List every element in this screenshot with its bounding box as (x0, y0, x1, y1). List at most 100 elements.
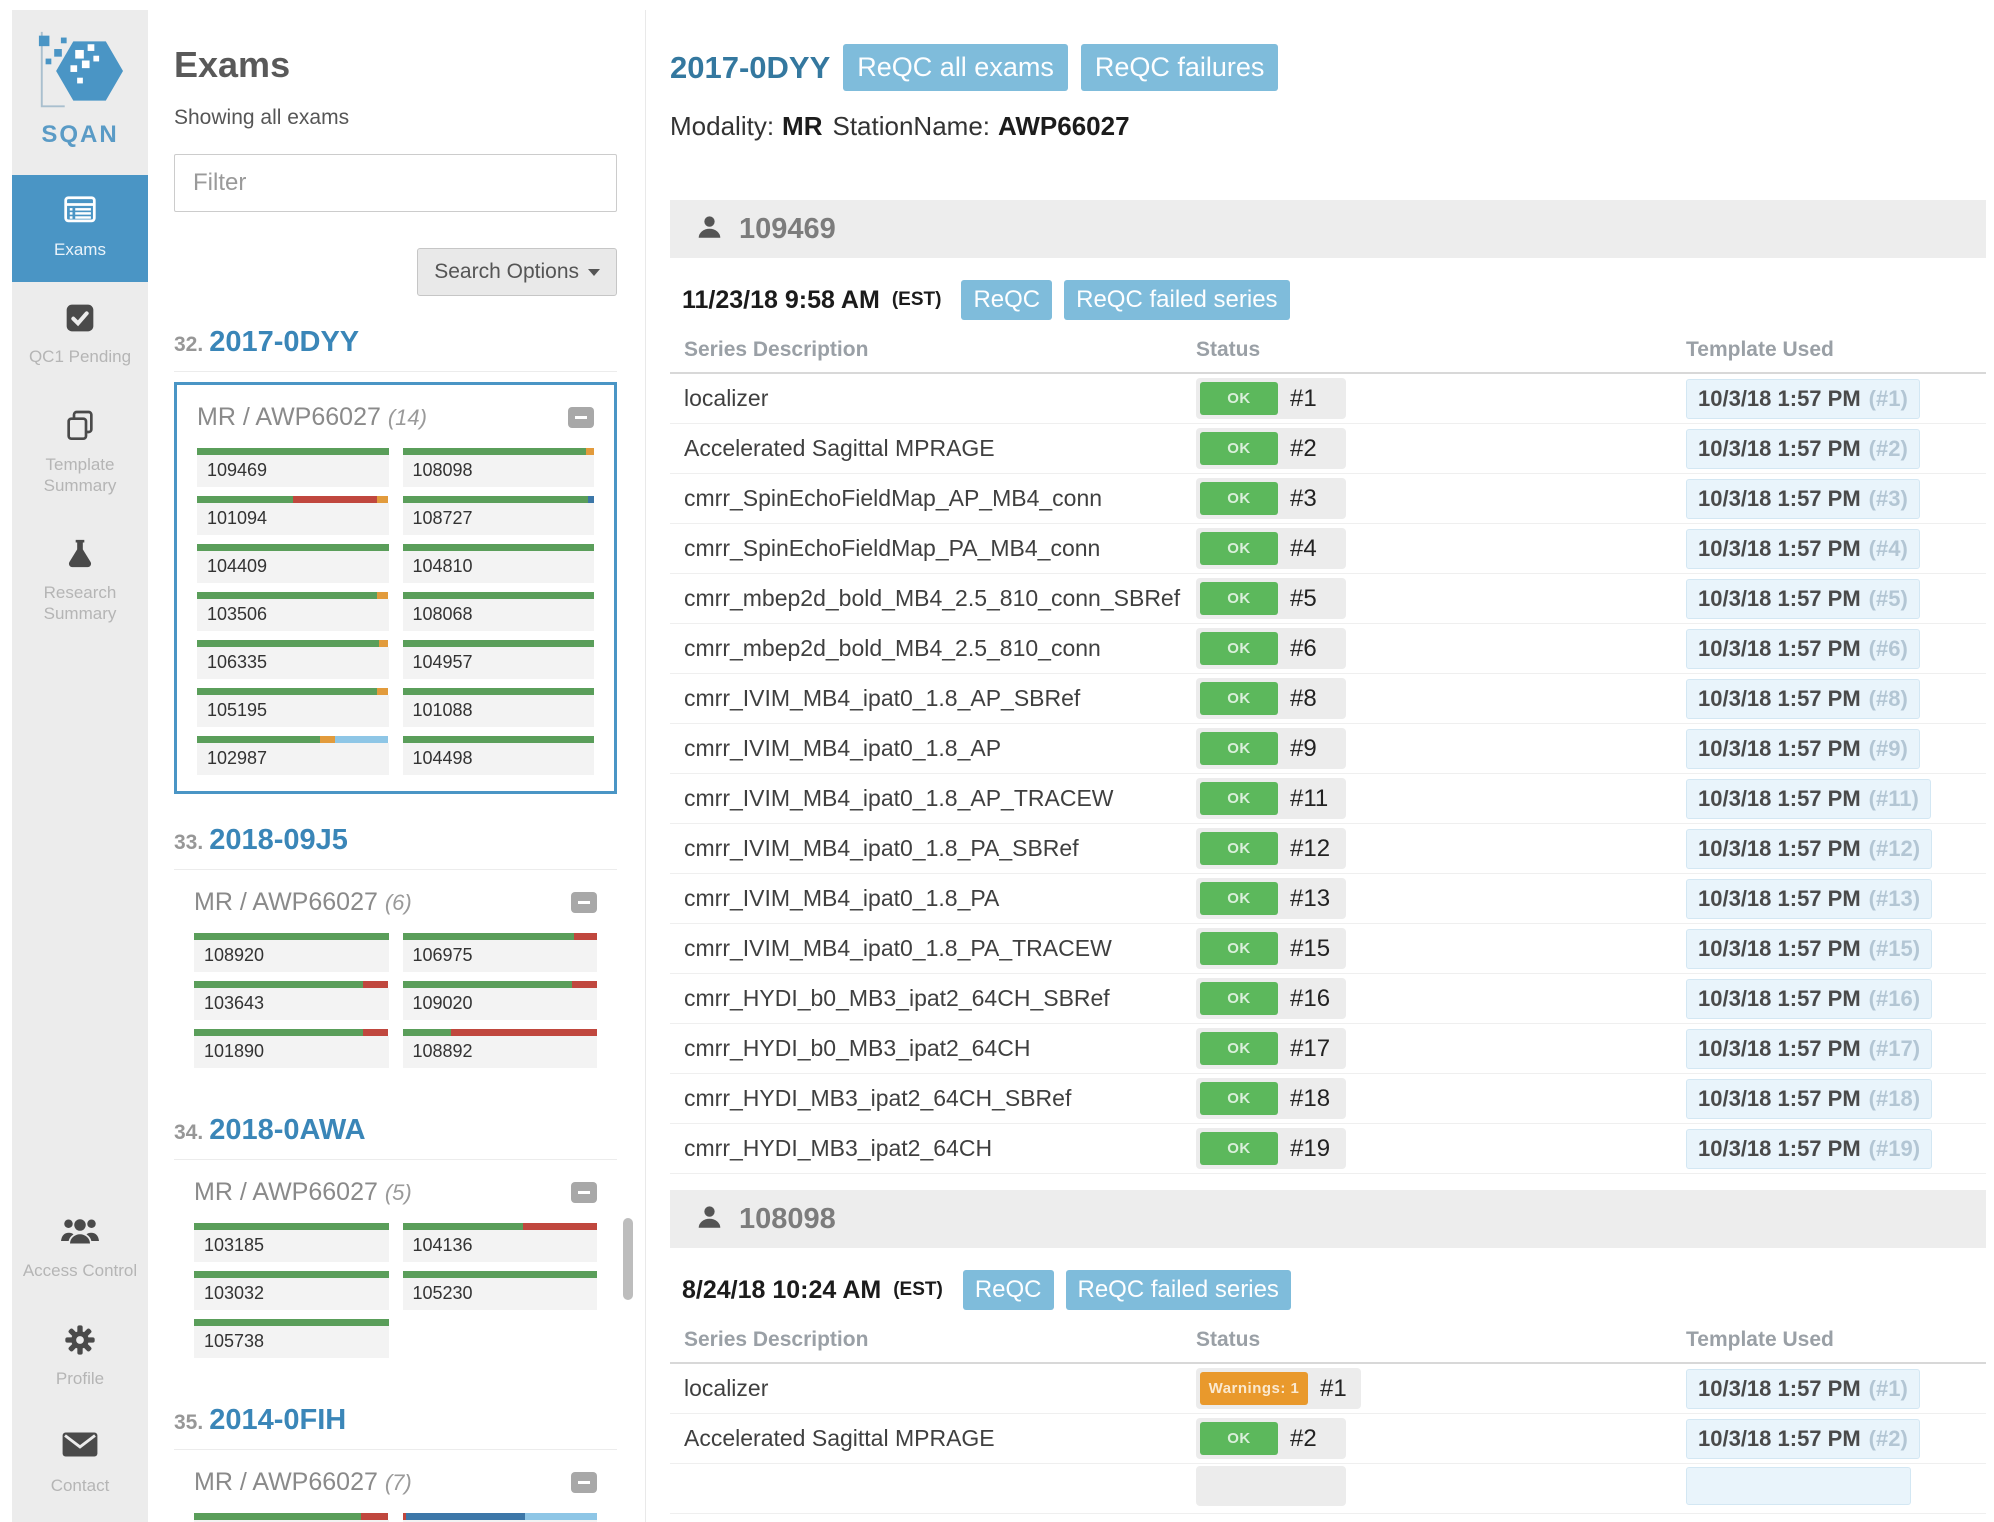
session-item[interactable]: 108940 (402, 1513, 597, 1522)
qc-section-109469: 109469 11/23/18 9:58 AM (EST) ReQC ReQC fail… (670, 200, 1986, 1174)
sidebar-item-template-summary[interactable]: Template Summary (12, 390, 148, 519)
template-chip[interactable]: 10/3/18 1:57 PM (#16) (1686, 978, 1933, 1019)
session-item[interactable]: 108068 (402, 592, 594, 631)
exam-link-2014-0fih[interactable]: 2014-0FIH (209, 1404, 347, 1436)
session-id: 108892 (402, 1036, 597, 1068)
reqc-button[interactable]: ReQC (962, 1270, 1054, 1310)
session-item[interactable]: 108098 (402, 448, 594, 487)
template-number: (#6) (1868, 635, 1908, 661)
session-count: (7) (384, 1470, 412, 1495)
session-item[interactable]: 103032 (194, 1271, 389, 1310)
session-item[interactable]: 108920 (194, 933, 389, 972)
reqc-button[interactable]: ReQC (961, 280, 1053, 320)
session-item[interactable]: 106335 (197, 640, 389, 679)
sidebar-item-exams[interactable]: Exams (12, 175, 148, 283)
status-badge: OK (1200, 432, 1278, 465)
exam-card-selected[interactable]: MR / AWP66027 (14) 109469 108098 101094 1087… (174, 382, 617, 794)
panel-scrollbar-thumb[interactable] (623, 1218, 633, 1300)
exam-title: 32. 2017-0DYY (174, 326, 617, 372)
template-chip[interactable]: 10/3/18 1:57 PM (#19) (1686, 1128, 1933, 1169)
template-chip[interactable]: 10/3/18 1:57 PM (#1) (1686, 1368, 1920, 1409)
bar-segment-green (402, 1223, 524, 1230)
template-chip[interactable]: 10/3/18 1:57 PM (#2) (1686, 428, 1920, 469)
exam-timezone: (EST) (891, 289, 942, 310)
session-item[interactable]: 102987 (197, 736, 389, 775)
session-item[interactable]: 109020 (402, 981, 597, 1020)
template-chip[interactable]: 10/3/18 1:57 PM (#15) (1686, 928, 1933, 969)
session-id: 105195 (197, 695, 389, 727)
session-item[interactable]: 108727 (402, 496, 594, 535)
session-progress-bar (402, 1271, 597, 1278)
reqc-failed-series-button[interactable]: ReQC failed series (1064, 280, 1290, 320)
session-item[interactable]: 101088 (402, 688, 594, 727)
template-chip[interactable]: 10/3/18 1:57 PM (#13) (1686, 878, 1933, 919)
exam-link-2018-0awa[interactable]: 2018-0AWA (209, 1114, 366, 1146)
session-item[interactable]: 108892 (402, 1029, 597, 1068)
collapse-minus-icon[interactable] (571, 892, 597, 913)
collapse-minus-icon[interactable] (571, 1182, 597, 1203)
template-chip[interactable]: 10/3/18 1:57 PM (#8) (1686, 678, 1920, 719)
template-date: 10/3/18 1:57 PM (1698, 1425, 1861, 1451)
session-item[interactable]: 105195 (197, 688, 389, 727)
exam-link-2018-09j5[interactable]: 2018-09J5 (209, 824, 348, 856)
session-item[interactable]: 105738 (194, 1319, 389, 1358)
bar-segment-green (197, 736, 320, 743)
sidebar-item-profile[interactable]: Profile (12, 1304, 148, 1411)
template-chip[interactable]: 10/3/18 1:57 PM (#6) (1686, 628, 1920, 669)
template-chip[interactable]: 10/3/18 1:57 PM (#17) (1686, 1028, 1933, 1069)
session-item[interactable]: 101890 (194, 1029, 389, 1068)
status-box: OK #11 (1196, 778, 1346, 819)
bar-segment-green (402, 1271, 597, 1278)
session-item[interactable]: 104409 (197, 544, 389, 583)
template-chip[interactable]: 10/3/18 1:57 PM (#3) (1686, 478, 1920, 519)
session-item[interactable]: 104136 (402, 1223, 597, 1262)
bar-segment-lightblue (525, 1513, 597, 1520)
exam-card[interactable]: MR / AWP66027 (5) 103185 104136 103032 10523… (174, 1160, 617, 1374)
sidebar-item-contact[interactable]: Contact (12, 1411, 148, 1518)
session-item[interactable]: 104205 (194, 1513, 389, 1522)
filter-input[interactable] (174, 154, 617, 212)
session-item[interactable]: 105230 (402, 1271, 597, 1310)
search-options-button[interactable]: Search Options (417, 248, 617, 296)
session-item[interactable]: 103506 (197, 592, 389, 631)
exam-card[interactable]: MR / AWP66027 (6) 108920 106975 103643 10902… (174, 870, 617, 1084)
template-cell (1686, 1467, 1986, 1510)
template-chip[interactable]: 10/3/18 1:57 PM (#2) (1686, 1418, 1920, 1459)
template-chip[interactable]: 10/3/18 1:57 PM (#5) (1686, 578, 1920, 619)
collapse-minus-icon[interactable] (571, 1472, 597, 1493)
exam-link-2017-0dyy[interactable]: 2017-0DYY (209, 326, 360, 358)
session-item[interactable]: 101094 (197, 496, 389, 535)
session-id: 103032 (194, 1278, 389, 1310)
session-item[interactable]: 104810 (402, 544, 594, 583)
caret-down-icon (588, 268, 600, 276)
session-item[interactable]: 103185 (194, 1223, 389, 1262)
session-item[interactable]: 104957 (402, 640, 594, 679)
flask-icon (16, 538, 144, 574)
template-chip[interactable]: 10/3/18 1:57 PM (#4) (1686, 528, 1920, 569)
reqc-all-exams-button[interactable]: ReQC all exams (843, 44, 1068, 91)
main-header-buttons: ReQC all exams ReQC failures (843, 44, 1279, 91)
collapse-minus-icon[interactable] (568, 407, 594, 428)
session-item[interactable]: 106975 (402, 933, 597, 972)
reqc-failures-button[interactable]: ReQC failures (1080, 44, 1279, 91)
template-chip[interactable]: 10/3/18 1:57 PM (#18) (1686, 1078, 1933, 1119)
template-chip[interactable]: 10/3/18 1:57 PM (#12) (1686, 828, 1933, 869)
status-box: OK #17 (1196, 1028, 1346, 1069)
main-content: 2017-0DYY ReQC all exams ReQC failures Mo… (645, 10, 1994, 1522)
reqc-failed-series-button[interactable]: ReQC failed series (1065, 1270, 1291, 1310)
sidebar-item-qc1-pending[interactable]: QC1 Pending (12, 282, 148, 389)
session-id: 105738 (194, 1326, 389, 1358)
sidebar-item-label: Contact (50, 1475, 110, 1495)
template-chip[interactable]: 10/3/18 1:57 PM (#1) (1686, 378, 1920, 419)
template-chip[interactable] (1686, 1467, 1911, 1505)
session-item[interactable]: 109469 (197, 448, 389, 487)
template-chip[interactable]: 10/3/18 1:57 PM (#11) (1686, 778, 1931, 819)
template-chip[interactable]: 10/3/18 1:57 PM (#9) (1686, 728, 1920, 769)
exam-card[interactable]: MR / AWP66027 (7)10420510894010807210494… (174, 1450, 617, 1522)
sidebar-item-access-control[interactable]: Access Control (12, 1196, 148, 1303)
session-item[interactable]: 104498 (402, 736, 594, 775)
session-item[interactable]: 103643 (194, 981, 389, 1020)
sidebar-item-research-summary[interactable]: Research Summary (12, 518, 148, 647)
status-box: OK #13 (1196, 878, 1346, 919)
